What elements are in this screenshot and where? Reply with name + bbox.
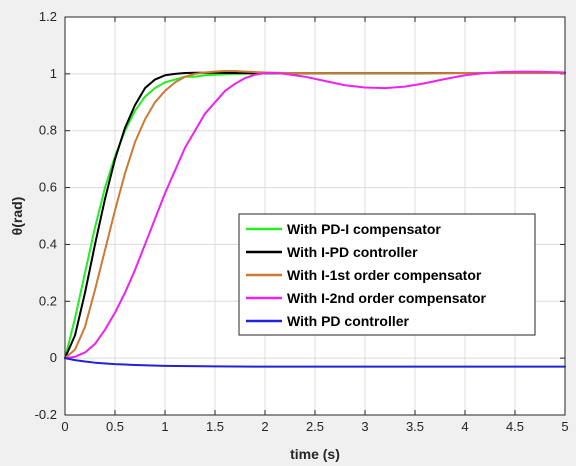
x-tick-label: 4	[461, 419, 468, 434]
series-line	[64, 70, 566, 360]
x-tick-label: 0	[61, 419, 68, 434]
y-axis-label: θ(rad)	[9, 197, 25, 236]
y-tick-labels: -0.2 0 0.2 0.4 0.6 0.8 1 1.2	[35, 9, 57, 422]
y-tick-label: -0.2	[35, 407, 57, 422]
y-tick-label: 0.2	[39, 293, 57, 308]
legend-box	[238, 213, 536, 336]
x-tick-label: 3	[361, 419, 368, 434]
legend-entry: With PD controller	[287, 313, 410, 329]
plot-frame	[64, 16, 566, 416]
legend-entry: With I-1st order compensator	[287, 267, 482, 283]
series-line	[64, 70, 566, 360]
legend: With PD-I compensator With I-PD controlle…	[238, 213, 536, 336]
x-tick-label: 1	[161, 419, 168, 434]
x-tick-label: 0.5	[106, 419, 124, 434]
y-tick-label: 1.2	[39, 9, 57, 24]
x-tick-label: 1.5	[206, 419, 224, 434]
y-tick-label: 0.6	[39, 180, 57, 195]
legend-entry: With PD-I compensator	[287, 221, 441, 237]
y-tick-label: 0.4	[39, 236, 57, 251]
x-tick-label: 4.5	[506, 419, 524, 434]
y-tick-label: 0	[50, 350, 57, 365]
x-axis-label: time (s)	[290, 446, 340, 462]
x-tick-labels: 0 0.5 1 1.5 2 2.5 3 3.5 4 4.5 5	[61, 419, 568, 434]
x-tick-label: 5	[561, 419, 568, 434]
y-tick-label: 0.8	[39, 123, 57, 138]
legend-entry: With I-2nd order compensator	[287, 290, 487, 306]
x-tick-label: 2	[261, 419, 268, 434]
series-layer	[64, 70, 566, 368]
x-tick-label: 3.5	[406, 419, 424, 434]
x-tick-label: 2.5	[306, 419, 324, 434]
series-line	[64, 357, 566, 368]
legend-entry: With I-PD controller	[287, 244, 418, 260]
y-tick-label: 1	[50, 66, 57, 81]
